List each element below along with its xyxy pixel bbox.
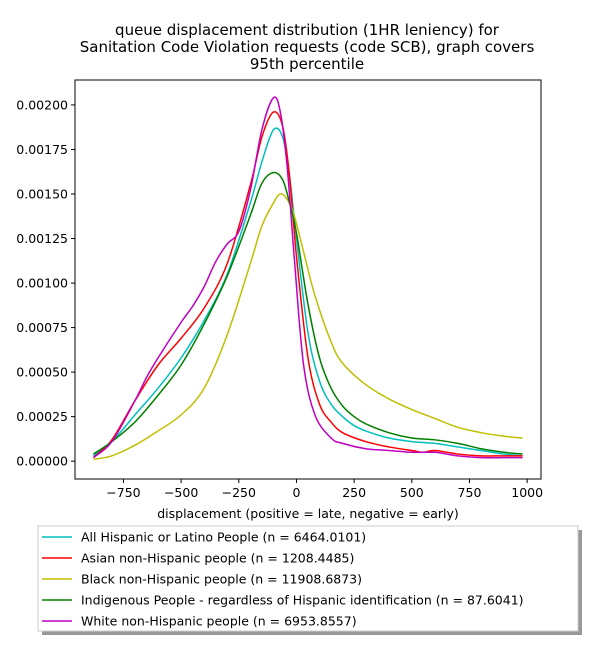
x-axis-label: displacement (positive = late, negative … — [157, 506, 459, 521]
y-tick-label: 0.00200 — [16, 97, 68, 112]
legend-label: White non-Hispanic people (n = 6953.8557… — [81, 614, 357, 629]
y-tick-label: 0.00100 — [16, 276, 68, 291]
series-line-4 — [93, 171, 523, 455]
y-tick-label: 0.00075 — [16, 320, 68, 335]
x-tick-label: −750 — [106, 485, 140, 500]
chart-title-line-2: Sanitation Code Violation requests (code… — [80, 38, 535, 56]
y-tick-label: 0.00050 — [16, 365, 68, 380]
legend-label: All Hispanic or Latino People (n = 6464.… — [81, 530, 366, 545]
series-line-5 — [92, 96, 523, 459]
x-tick-label: −500 — [164, 485, 198, 500]
plot-frame — [74, 79, 542, 480]
series-line-1 — [93, 127, 523, 457]
legend-label: Indigenous People - regardless of Hispan… — [81, 593, 524, 608]
x-tick-label: 250 — [342, 485, 366, 500]
legend: All Hispanic or Latino People (n = 6464.… — [37, 525, 582, 635]
series-line-3 — [93, 193, 523, 461]
y-tick-label: 0.00150 — [16, 187, 68, 202]
legend-items: All Hispanic or Latino People (n = 6464.… — [42, 530, 524, 629]
chart-title-line-1: queue displacement distribution (1HR len… — [115, 21, 500, 39]
y-tick-label: 0.00025 — [16, 409, 68, 424]
y-tick-label: 0.00175 — [16, 142, 68, 157]
series-lines — [92, 96, 523, 461]
legend-label: Asian non-Hispanic people (n = 1208.4485… — [81, 551, 354, 566]
y-tick-label: 0.00000 — [16, 454, 68, 469]
legend-box — [37, 525, 579, 632]
chart-title-line-3: 95th percentile — [250, 55, 364, 73]
y-axis: 0.00000 0.00025 0.00050 0.00075 0.00100 0.001… — [16, 97, 75, 469]
legend-label: Black non-Hispanic people (n = 11908.687… — [81, 572, 362, 587]
chart-title: queue displacement distribution (1HR len… — [80, 21, 535, 73]
x-tick-label: 500 — [400, 485, 424, 500]
x-tick-label: −250 — [222, 485, 256, 500]
x-axis: −750 −500 −250 0 250 500 750 1000 — [106, 479, 543, 500]
x-tick-label: 1000 — [511, 485, 543, 500]
x-tick-label: 0 — [292, 485, 300, 500]
x-tick-label: 750 — [458, 485, 482, 500]
series-line-2 — [92, 110, 523, 459]
y-tick-label: 0.00125 — [16, 231, 68, 246]
